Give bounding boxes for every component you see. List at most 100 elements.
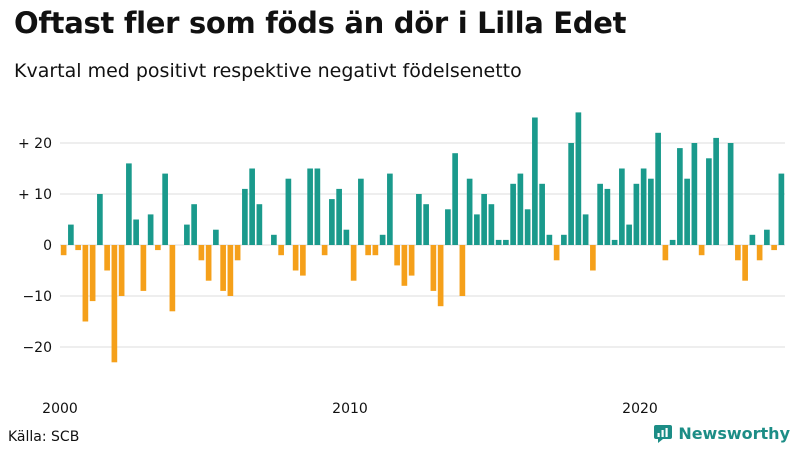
bar [133, 219, 139, 245]
bar [742, 245, 748, 281]
bar [561, 234, 567, 245]
y-tick-label: −10 [22, 289, 52, 305]
bar [517, 173, 524, 245]
bar [735, 245, 741, 261]
bar [582, 214, 589, 245]
bar [778, 173, 785, 245]
bar [68, 224, 74, 245]
bar [466, 178, 473, 245]
bar [713, 137, 719, 245]
bar [756, 245, 763, 261]
bar [481, 194, 487, 245]
bar [553, 245, 560, 261]
bar [220, 245, 226, 291]
bar [198, 245, 205, 261]
bar [75, 245, 81, 251]
bar [445, 209, 451, 245]
bar [604, 188, 611, 245]
bar [771, 245, 777, 251]
bar [633, 183, 640, 245]
bar [184, 224, 190, 245]
bar [401, 245, 408, 286]
bar [749, 234, 756, 245]
bar [408, 245, 415, 276]
bar [350, 245, 357, 281]
bar [532, 117, 538, 245]
brand-name: Newsworthy [678, 424, 790, 443]
bar [191, 204, 197, 245]
bar [655, 132, 661, 245]
bar [60, 245, 67, 256]
bar [227, 245, 234, 296]
bar [379, 234, 386, 245]
bar [278, 245, 284, 256]
bar [677, 148, 683, 245]
x-axis-ticks: 2000 2010 2020 [42, 401, 658, 417]
y-tick-label: + 10 [18, 187, 52, 203]
bar [474, 214, 480, 245]
bar [256, 204, 263, 245]
bar [205, 245, 212, 281]
bar [118, 245, 125, 296]
bar [155, 245, 161, 251]
bar [546, 234, 553, 245]
bar [706, 158, 712, 245]
bar [307, 168, 313, 245]
bar [669, 239, 676, 245]
bar [575, 112, 582, 246]
bar [147, 214, 154, 245]
bar [358, 178, 364, 245]
bar [590, 245, 596, 271]
bar [249, 168, 255, 245]
bar [242, 188, 248, 245]
bar [640, 168, 647, 245]
bar [648, 178, 654, 245]
bar [169, 245, 176, 312]
chart-subtitle: Kvartal med positivt respektive negativt… [14, 60, 522, 82]
bar [89, 245, 96, 302]
bar [104, 245, 110, 271]
newsworthy-logo-icon [654, 424, 673, 443]
y-tick-label: −20 [22, 340, 52, 356]
chart-title: Oftast fler som föds än dör i Lilla Edet [14, 6, 627, 40]
bar [365, 245, 371, 256]
bar [140, 245, 147, 291]
x-tick-label: 2010 [332, 401, 368, 417]
bar [503, 239, 509, 245]
bar [691, 143, 698, 245]
bar [394, 245, 400, 266]
bar [698, 245, 705, 256]
bar [662, 245, 669, 261]
bar [271, 234, 277, 245]
bar [97, 194, 103, 245]
brand-logo[interactable]: Newsworthy [654, 424, 790, 443]
bar [82, 245, 89, 322]
bar [329, 199, 335, 245]
bar [111, 245, 118, 363]
bar [727, 143, 734, 245]
x-tick-label: 2020 [622, 401, 658, 417]
bar [321, 245, 328, 256]
bar [314, 168, 321, 245]
bars [60, 112, 785, 363]
bar [510, 183, 516, 245]
bar [459, 245, 466, 296]
bar [213, 229, 219, 245]
bar [162, 173, 168, 245]
bar [430, 245, 437, 291]
bar [343, 229, 350, 245]
bar [387, 173, 393, 245]
bar [416, 194, 422, 245]
source-note: Källa: SCB [8, 429, 80, 445]
bar [292, 245, 299, 271]
gridlines [60, 142, 785, 348]
y-tick-label: + 20 [18, 136, 52, 152]
bar [539, 183, 545, 245]
bar [336, 188, 342, 245]
bar [234, 245, 241, 261]
bar [423, 204, 429, 245]
bar [524, 209, 531, 245]
bar [285, 178, 292, 245]
bar [452, 153, 458, 245]
